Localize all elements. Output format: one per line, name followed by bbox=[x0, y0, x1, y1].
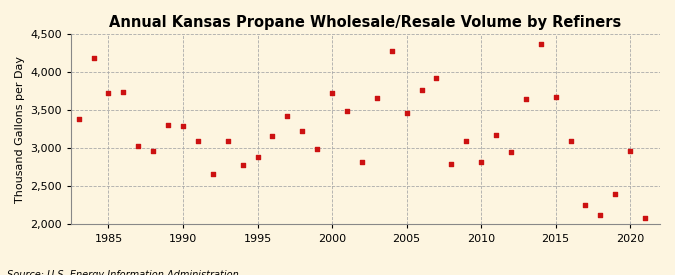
Point bbox=[595, 212, 605, 217]
Point bbox=[74, 117, 84, 122]
Point bbox=[178, 124, 188, 128]
Point bbox=[88, 55, 99, 60]
Point bbox=[461, 139, 472, 144]
Point bbox=[237, 163, 248, 167]
Point bbox=[222, 139, 233, 144]
Point bbox=[610, 192, 621, 196]
Point bbox=[401, 111, 412, 116]
Point bbox=[103, 90, 114, 95]
Point bbox=[550, 95, 561, 99]
Point bbox=[327, 90, 338, 95]
Point bbox=[297, 128, 308, 133]
Y-axis label: Thousand Gallons per Day: Thousand Gallons per Day bbox=[15, 56, 25, 203]
Point bbox=[520, 97, 531, 102]
Title: Annual Kansas Propane Wholesale/Resale Volume by Refiners: Annual Kansas Propane Wholesale/Resale V… bbox=[109, 15, 622, 30]
Point bbox=[580, 202, 591, 207]
Point bbox=[267, 134, 278, 138]
Point bbox=[535, 42, 546, 46]
Text: Source: U.S. Energy Information Administration: Source: U.S. Energy Information Administ… bbox=[7, 271, 238, 275]
Point bbox=[565, 138, 576, 143]
Point bbox=[342, 109, 352, 113]
Point bbox=[118, 90, 129, 94]
Point bbox=[312, 147, 323, 151]
Point bbox=[416, 88, 427, 93]
Point bbox=[148, 149, 159, 153]
Point bbox=[446, 162, 457, 166]
Point bbox=[625, 149, 636, 153]
Point bbox=[282, 114, 293, 119]
Point bbox=[133, 144, 144, 148]
Point bbox=[506, 150, 516, 154]
Point bbox=[476, 160, 487, 164]
Point bbox=[371, 96, 382, 100]
Point bbox=[491, 133, 502, 138]
Point bbox=[431, 76, 442, 80]
Point bbox=[640, 215, 651, 220]
Point bbox=[163, 122, 173, 127]
Point bbox=[192, 139, 203, 144]
Point bbox=[356, 160, 367, 164]
Point bbox=[252, 155, 263, 159]
Point bbox=[386, 49, 397, 54]
Point bbox=[207, 172, 218, 176]
